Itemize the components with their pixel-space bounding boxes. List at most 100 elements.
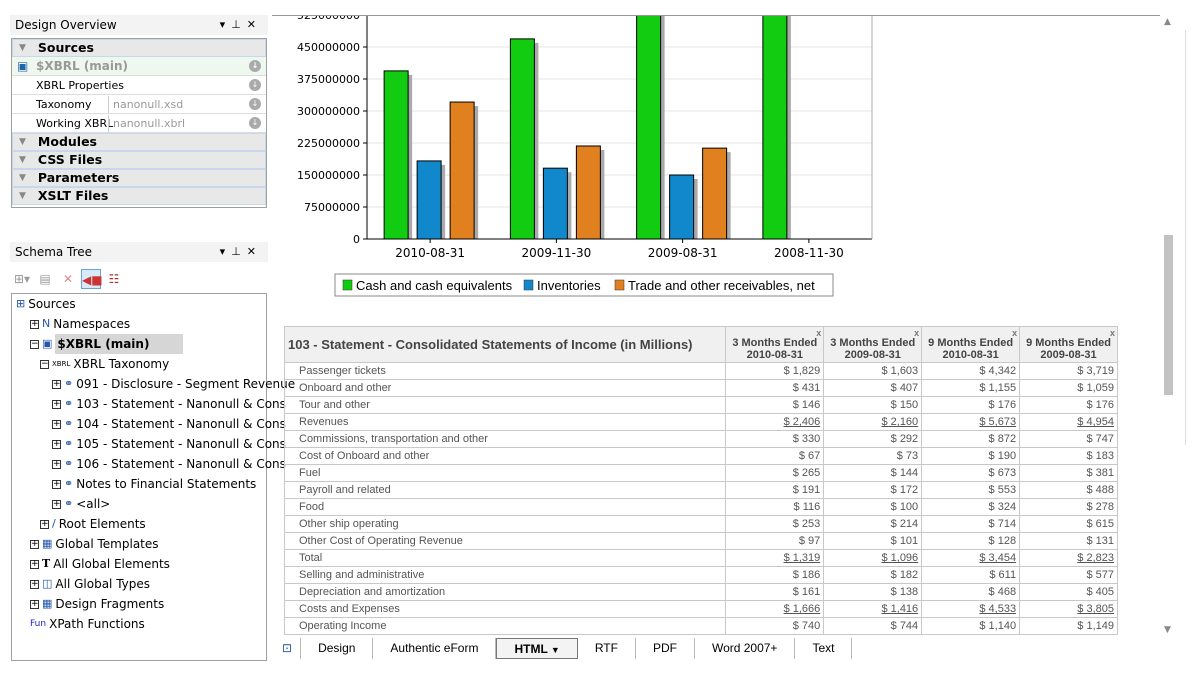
tree-node-rel[interactable]: + ⚭ 106 - Statement - Nanonull & Cons [52,454,286,474]
tree-node-label: <all> [76,497,111,511]
value: $ 190 [988,450,1017,462]
layout-icon[interactable]: ⊡ [274,638,302,659]
tree-node-xpath-functions[interactable]: Fun XPath Functions [30,614,145,634]
row-label: Revenues [284,413,727,431]
scroll-down-icon[interactable]: ▼ [1164,625,1171,635]
expand-icon[interactable]: + [52,378,61,389]
value: $ 176 [1086,399,1114,411]
add-element-icon[interactable]: ⊞▾ [13,272,31,286]
expand-icon[interactable]: + [52,458,61,469]
xbrl-icon: XBRL [52,360,71,368]
tree-node-rel[interactable]: + ⚭ 105 - Statement - Nanonull & Cons [52,434,286,454]
node-icon: ▦ [42,537,53,550]
tab-text[interactable]: Text [795,638,853,659]
tree-node-rel[interactable]: + ⚭ 091 - Disclosure - Segment Revenue [52,374,295,394]
expand-icon[interactable]: + [30,578,39,589]
source-main[interactable]: ▣ $XBRL (main) ↓ [12,57,266,76]
tree-node-namespaces[interactable]: + N Namespaces [30,314,130,334]
tab-pdf[interactable]: PDF [636,638,695,659]
label: Taxonomy [36,97,92,111]
collapse-icon[interactable]: − [30,338,39,349]
node-icon: ▦ [42,597,53,610]
expand-icon[interactable]: + [30,598,39,609]
expand-icon[interactable]: + [30,318,39,329]
vertical-scrollbar[interactable]: ▲ ▼ [1162,17,1176,637]
close-column-icon[interactable]: x [1109,328,1115,338]
cell-value: $ 3,805 [1019,600,1118,618]
tree-node-global-types[interactable]: + ◫ All Global Types [30,574,150,594]
section-label: Sources [37,40,94,55]
tree-node-root-elements[interactable]: + / Root Elements [40,514,146,534]
dropdown-icon[interactable]: ▼ [550,645,560,655]
row-label: Commissions, transportation and other [284,430,727,448]
close-column-icon[interactable]: x [816,328,822,338]
delete-icon[interactable]: ✕ [62,272,74,286]
tree-node-xbrl-taxonomy[interactable]: − XBRL XBRL Taxonomy [40,354,169,374]
expand-icon[interactable]: + [52,478,61,489]
tab-word-2007-[interactable]: Word 2007+ [695,638,796,659]
scroll-thumb[interactable] [1164,235,1173,395]
tree-node-sources[interactable]: ⊞ Sources [16,294,76,314]
cell-value: $ 191 [725,481,825,499]
value: $ 3,719 [1077,365,1114,377]
section-parameters[interactable]: ▼ Parameters [12,169,266,187]
close-column-icon[interactable]: x [914,328,920,338]
panel-controls[interactable]: ▾⊥✕ [219,245,262,258]
collapse-icon[interactable]: − [40,358,49,369]
download-icon[interactable]: ↓ [249,117,261,129]
tab-design[interactable]: Design [301,638,374,659]
sort-icon[interactable]: ☷ [108,272,120,286]
value: $ 182 [890,569,919,581]
close-column-icon[interactable]: x [1012,328,1018,338]
expand-icon[interactable]: + [30,558,39,569]
cell-value: $ 4,342 [921,362,1021,380]
xbrl-properties[interactable]: XBRL Properties ↓ [12,76,266,95]
legend-label: Cash and cash equivalents [356,278,513,293]
tree-node-global-elements[interactable]: + T All Global Elements [30,554,170,574]
node-icon: ⚭ [64,377,74,390]
bar-inventories [416,160,442,240]
tree-node-rel[interactable]: + ⚭ <all> [52,494,110,514]
tab-html[interactable]: HTML ▼ [496,638,578,659]
tree-node-xbrl-main[interactable]: − ▣ $XBRL (main) [30,334,184,354]
bar-cash-and-cash-equivalents [762,16,788,240]
table-title: 103 - Statement - Consolidated Statement… [284,326,727,363]
download-icon[interactable]: ↓ [249,60,261,72]
cell-value: $ 1,140 [921,617,1021,635]
expand-icon[interactable]: + [30,538,39,549]
tree-node-label: XPath Functions [49,617,145,631]
section-css-files[interactable]: ▼ CSS Files [12,151,266,169]
scroll-up-icon[interactable]: ▲ [1164,17,1171,27]
working-xbrl-row[interactable]: Working XBRL nanonull.xbrl ↓ [12,114,266,133]
taxonomy-value[interactable]: nanonull.xsd [108,95,183,113]
table-row: Food $ 116 $ 100 $ 324 $ 278 [284,498,1118,516]
expand-icon[interactable]: + [52,398,61,409]
tree-node-rel[interactable]: + ⚭ 104 - Statement - Nanonull & Cons [52,414,286,434]
node-icon: ⚭ [64,457,74,470]
tab-authentic-eform[interactable]: Authentic eForm [373,638,497,659]
section-modules[interactable]: ▼ Modules [12,133,266,151]
income-statement: 103 - Statement - Consolidated Statement… [284,326,1118,636]
value: $ 747 [1086,433,1114,445]
section-sources[interactable]: ▼ Sources [12,39,266,57]
properties-icon[interactable]: ▤ [39,272,51,286]
tree-node-rel[interactable]: + ⚭ Notes to Financial Statements [52,474,256,494]
working-xbrl-value[interactable]: nanonull.xbrl [108,114,185,132]
download-icon[interactable]: ↓ [249,98,261,110]
node-icon: ▣ [42,337,53,350]
expand-icon[interactable]: + [52,418,61,429]
section-xslt-files[interactable]: ▼ XSLT Files [12,187,266,205]
tree-node-rel[interactable]: + ⚭ 103 - Statement - Nanonull & Cons [52,394,286,414]
download-icon[interactable]: ↓ [249,79,261,91]
taxonomy-row[interactable]: Taxonomy nanonull.xsd ↓ [12,95,266,114]
sync-icon[interactable]: ◀■ [81,269,103,289]
value: $ 253 [792,518,821,530]
expand-icon[interactable]: + [52,438,61,449]
tree-node-design-fragments[interactable]: + ▦ Design Fragments [30,594,164,614]
expand-icon[interactable]: + [40,518,49,529]
tab-rtf[interactable]: RTF [578,638,636,659]
panel-controls[interactable]: ▾⊥✕ [219,18,262,31]
row-label: Payroll and related [284,481,727,499]
expand-icon[interactable]: + [52,498,61,509]
tree-node-global-templates[interactable]: + ▦ Global Templates [30,534,159,554]
